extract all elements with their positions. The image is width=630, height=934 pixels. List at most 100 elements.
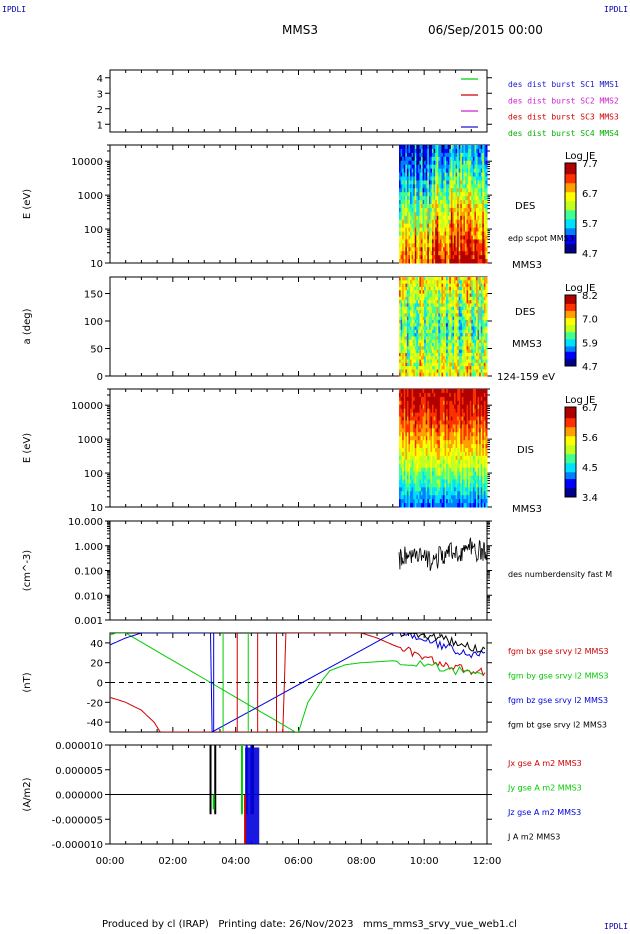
heatmap-cell-dis_energy — [406, 451, 409, 457]
heatmap-cell-dis_energy — [424, 463, 427, 469]
heatmap-cell-des_energy — [466, 239, 469, 244]
heatmap-cell-des_pitch — [476, 313, 479, 318]
heatmap-cell-des_energy — [460, 223, 463, 229]
heatmap-cell-des_pitch — [400, 343, 403, 347]
heatmap-cell-des_pitch — [457, 316, 460, 321]
heatmap-cell-dis_energy — [455, 463, 458, 469]
heatmap-cell-dis_energy — [441, 495, 444, 500]
heatmap-cell-des_energy — [439, 215, 442, 221]
heatmap-cell-dis_energy — [454, 495, 457, 500]
heatmap-cell-des_energy — [455, 200, 458, 205]
heatmap-cell-des_pitch — [416, 356, 419, 360]
heatmap-cell-dis_energy — [428, 408, 431, 414]
heatmap-cell-des_energy — [447, 188, 450, 193]
heatmap-cell-dis_energy — [424, 467, 427, 473]
heatmap-cell-des_energy — [417, 251, 420, 256]
heatmap-cell-des_energy — [480, 145, 483, 150]
heatmap-cell-des_pitch — [432, 336, 435, 341]
heatmap-cell-des_energy — [432, 255, 435, 260]
heatmap-cell-des_energy — [479, 207, 482, 213]
heatmap-cell-des_energy — [413, 215, 416, 221]
heatmap-cell-dis_energy — [424, 400, 427, 406]
heatmap-cell-des_pitch — [465, 329, 468, 334]
heatmap-cell-des_energy — [435, 223, 438, 229]
heatmap-cell-des_energy — [421, 184, 424, 189]
heatmap-cell-des_pitch — [480, 280, 483, 285]
heatmap-cell-des_pitch — [414, 290, 417, 294]
heatmap-cell-des_pitch — [477, 313, 480, 318]
heatmap-cell-des_pitch — [446, 372, 449, 377]
heatmap-cell-dis_energy — [452, 475, 455, 480]
heatmap-cell-des_energy — [416, 192, 419, 197]
heatmap-cell-des_pitch — [441, 343, 444, 347]
heatmap-cell-des_pitch — [479, 329, 482, 334]
heatmap-cell-dis_energy — [400, 420, 403, 425]
heatmap-cell-des_energy — [406, 243, 409, 248]
heatmap-cell-dis_energy — [411, 420, 414, 425]
heatmap-cell-dis_energy — [443, 479, 446, 484]
heatmap-cell-des_pitch — [479, 343, 482, 347]
heatmap-cell-dis_energy — [441, 475, 444, 480]
heatmap-cell-dis_energy — [425, 440, 428, 445]
heatmap-cell-dis_energy — [419, 448, 422, 453]
heatmap-cell-des_pitch — [427, 366, 430, 370]
heatmap-cell-des_energy — [417, 215, 420, 221]
heatmap-cell-des_pitch — [439, 290, 442, 294]
heatmap-cell-des_energy — [406, 196, 409, 201]
heatmap-cell-des_energy — [452, 188, 455, 193]
heatmap-cell-des_energy — [483, 255, 486, 260]
heatmap-cell-des_pitch — [452, 283, 455, 288]
heatmap-cell-dis_energy — [428, 389, 431, 394]
heatmap-cell-des_energy — [402, 211, 405, 217]
heatmap-cell-des_pitch — [477, 310, 480, 314]
heatmap-cell-dis_energy — [447, 412, 450, 418]
heatmap-cell-dis_energy — [405, 503, 408, 508]
heatmap-cell-dis_energy — [446, 499, 449, 504]
heatmap-cell-des_pitch — [405, 306, 408, 311]
heatmap-cell-des_pitch — [454, 326, 457, 331]
heatmap-cell-des_energy — [468, 219, 471, 225]
heatmap-cell-des_pitch — [480, 329, 483, 334]
heatmap-cell-des_pitch — [454, 362, 457, 367]
heatmap-cell-des_pitch — [443, 316, 446, 321]
heatmap-cell-dis_energy — [454, 404, 457, 410]
heatmap-cell-des_pitch — [471, 362, 474, 367]
heatmap-cell-dis_energy — [452, 396, 455, 402]
heatmap-cell-dis_energy — [439, 471, 442, 477]
heatmap-cell-des_energy — [416, 243, 419, 248]
heatmap-cell-dis_energy — [432, 463, 435, 469]
heatmap-cell-des_pitch — [455, 359, 458, 364]
heatmap-cell-dis_energy — [405, 499, 408, 504]
heatmap-cell-des_energy — [425, 231, 428, 236]
heatmap-cell-des_pitch — [422, 356, 425, 360]
heatmap-cell-des_pitch — [419, 326, 422, 331]
heatmap-cell-des_pitch — [463, 352, 466, 357]
heatmap-cell-des_pitch — [433, 323, 436, 327]
heatmap-cell-des_pitch — [410, 283, 413, 288]
heatmap-cell-des_pitch — [447, 372, 450, 377]
heatmap-cell-des_pitch — [405, 372, 408, 377]
heatmap-cell-des_pitch — [450, 310, 453, 314]
heatmap-cell-des_pitch — [471, 352, 474, 357]
heatmap-cell-dis_energy — [458, 440, 461, 445]
heatmap-cell-dis_energy — [428, 420, 431, 425]
heatmap-cell-des_energy — [406, 156, 409, 162]
heatmap-cell-dis_energy — [417, 420, 420, 425]
heatmap-cell-des_energy — [461, 184, 464, 189]
heatmap-cell-dis_energy — [430, 408, 433, 414]
heatmap-cell-des_energy — [435, 200, 438, 205]
heatmap-cell-dis_energy — [444, 459, 447, 465]
heatmap-cell-des_energy — [468, 172, 471, 177]
heatmap-cell-des_energy — [410, 192, 413, 197]
heatmap-cell-des_pitch — [446, 362, 449, 367]
heatmap-cell-des_energy — [485, 204, 488, 209]
heatmap-cell-des_energy — [476, 172, 479, 177]
heatmap-cell-des_energy — [402, 184, 405, 189]
heatmap-cell-des_pitch — [399, 336, 402, 341]
heatmap-cell-des_pitch — [428, 290, 431, 294]
heatmap-cell-des_energy — [444, 200, 447, 205]
heatmap-cell-des_pitch — [455, 290, 458, 294]
heatmap-cell-des_energy — [399, 184, 402, 189]
heatmap-cell-dis_energy — [441, 440, 444, 445]
heatmap-cell-des_pitch — [463, 333, 466, 337]
